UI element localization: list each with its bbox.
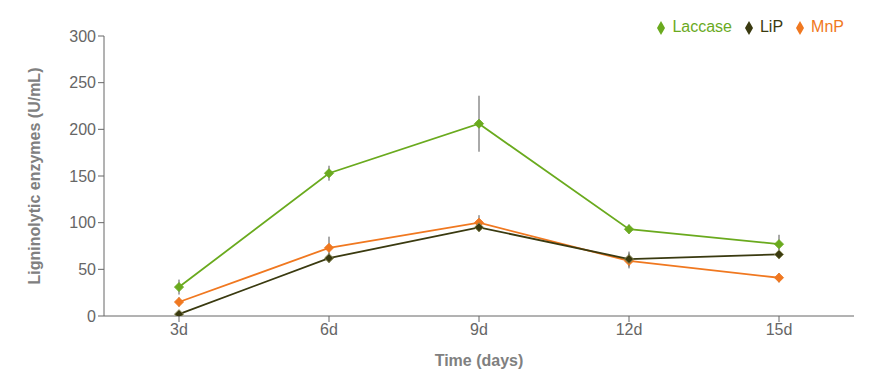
html-text:Laccase: Laccase xyxy=(672,18,732,35)
svg-text:12d: 12d xyxy=(616,321,643,338)
svg-text:150: 150 xyxy=(69,168,96,185)
html-text:LiP: LiP xyxy=(760,18,784,35)
svg-text:300: 300 xyxy=(69,28,96,45)
html-text:MnP: MnP xyxy=(811,18,844,35)
svg-text:3d: 3d xyxy=(170,321,188,338)
svg-text:6d: 6d xyxy=(320,321,338,338)
svg-text:Time (days): Time (days) xyxy=(435,352,524,369)
svg-text:250: 250 xyxy=(69,74,96,91)
svg-text:50: 50 xyxy=(78,261,96,278)
svg-text:Ligninolytic enzymes (U/mL): Ligninolytic enzymes (U/mL) xyxy=(26,68,43,285)
svg-text:0: 0 xyxy=(87,308,96,325)
svg-text:15d: 15d xyxy=(766,321,793,338)
svg-text:100: 100 xyxy=(69,214,96,231)
svg-text:200: 200 xyxy=(69,121,96,138)
svg-text:9d: 9d xyxy=(470,321,488,338)
